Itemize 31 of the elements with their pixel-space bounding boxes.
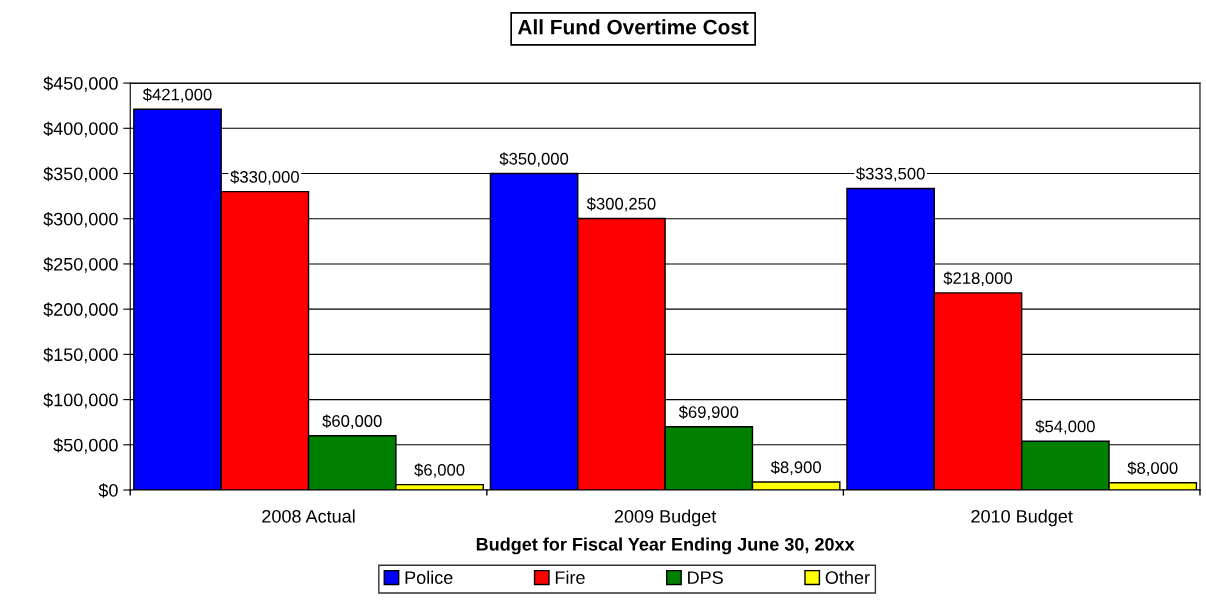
chart-title: All Fund Overtime Cost (517, 19, 749, 35)
y-tick-label: $250,000 (43, 257, 118, 273)
data-label: $8,000 (1127, 461, 1178, 476)
data-label: $6,000 (414, 463, 465, 478)
data-label: $330,000 (230, 170, 299, 185)
data-label: $60,000 (322, 414, 382, 429)
legend-label: Fire (555, 570, 585, 584)
data-label: $421,000 (142, 87, 212, 103)
x-axis-title: Budget for Fiscal Year Ending June 30, 20xx (476, 537, 855, 555)
data-label: $218,000 (943, 271, 1013, 286)
y-tick-label: $300,000 (43, 211, 118, 228)
y-tick-label: $0 (98, 483, 118, 498)
y-tick-label: $400,000 (43, 121, 118, 138)
data-label: $333,500 (856, 167, 925, 182)
data-label: $300,250 (586, 197, 656, 212)
legend-label: Other (825, 570, 870, 584)
y-tick-label: $150,000 (43, 347, 118, 364)
legend-label: Police (405, 570, 453, 584)
x-tick-label: 2009 Budget (614, 509, 717, 527)
y-tick-label: $50,000 (53, 437, 118, 454)
x-tick-label: 2008 Actual (262, 509, 355, 523)
data-label: $69,900 (678, 405, 739, 420)
data-label: $54,000 (1035, 419, 1095, 435)
legend-label: DPS (688, 571, 723, 584)
y-tick-label: $450,000 (43, 76, 118, 92)
data-label: $350,000 (499, 152, 569, 167)
x-tick-label: 2010 Budget (971, 509, 1073, 527)
y-tick-label: $350,000 (43, 166, 118, 183)
data-label: $8,900 (770, 460, 821, 476)
y-tick-label: $200,000 (43, 302, 118, 319)
y-tick-label: $100,000 (43, 392, 118, 409)
